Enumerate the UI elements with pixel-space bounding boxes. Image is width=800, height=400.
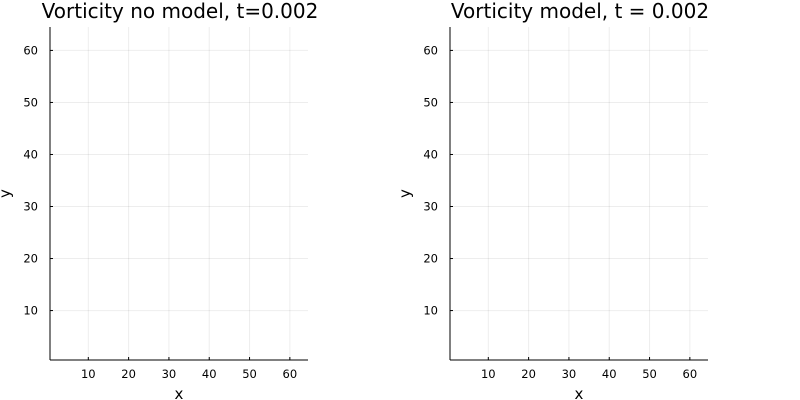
y-tick-label: 50 — [23, 95, 38, 109]
x-tick-label: 60 — [683, 367, 698, 381]
x-axis-label: x — [175, 385, 184, 400]
chart-title: Vorticity model, t = 0.002 — [451, 0, 709, 23]
chart-panel-1: 10 20 30 40 50 60 10 20 30 40 50 60 Vorticity no mod… — [0, 0, 318, 400]
x-tick-label: 20 — [121, 367, 136, 381]
x-tick-label: 30 — [162, 367, 177, 381]
y-tick-label: 10 — [23, 304, 38, 318]
x-tick-label: 40 — [602, 367, 617, 381]
y-tick-label: 20 — [423, 252, 438, 266]
y-tick-label: 30 — [23, 200, 38, 214]
chart-panel-2: 10 20 30 40 50 60 10 20 30 40 50 60 Vorticity model,… — [396, 0, 709, 400]
x-tick-label: 60 — [283, 367, 298, 381]
x-tick-label: 50 — [242, 367, 257, 381]
x-tick-label: 50 — [642, 367, 657, 381]
y-tick-label: 40 — [23, 147, 38, 161]
y-tick-label: 30 — [423, 200, 438, 214]
y-axis-label: y — [0, 189, 14, 198]
y-tick-label: 60 — [423, 43, 438, 57]
y-tick-label: 10 — [423, 304, 438, 318]
x-tick-label: 40 — [202, 367, 217, 381]
y-axis-label: y — [396, 189, 414, 198]
x-tick-label: 10 — [81, 367, 96, 381]
x-axis-label: x — [575, 385, 584, 400]
x-tick-label: 10 — [481, 367, 496, 381]
chart-title: Vorticity no model, t=0.002 — [42, 0, 319, 23]
x-tick-label: 30 — [562, 367, 577, 381]
x-tick-label: 20 — [521, 367, 536, 381]
y-tick-label: 20 — [23, 252, 38, 266]
y-tick-label: 40 — [423, 147, 438, 161]
y-tick-label: 50 — [423, 95, 438, 109]
y-tick-label: 60 — [23, 43, 38, 57]
